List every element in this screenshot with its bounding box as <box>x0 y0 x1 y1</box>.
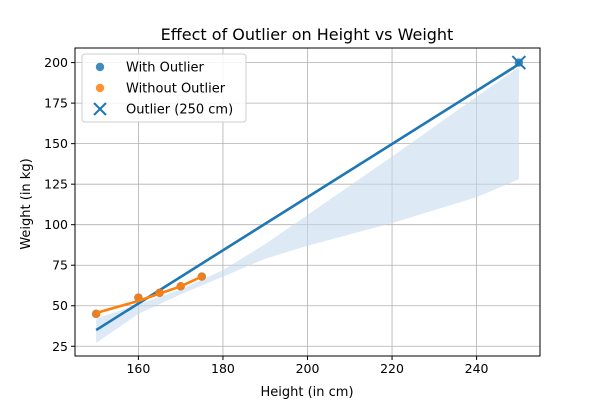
legend-marker <box>95 83 105 93</box>
y-tick-label: 75 <box>52 258 68 273</box>
legend-label: Outlier (250 cm) <box>126 103 233 118</box>
outlier-x-stroke <box>511 55 527 70</box>
x-tick-label: 240 <box>465 361 489 376</box>
legend: With Outlier Without Outlier Outlier (250 … <box>81 53 247 123</box>
x-axis-label: Height (in cm) <box>260 385 353 400</box>
plot-area: 160 180 200 220 240 25 50 75 100 125 150 175 200 With… <box>44 47 541 376</box>
legend-label: Without Outlier <box>126 82 226 97</box>
y-axis-label: Weight (in kg) <box>19 158 34 249</box>
x-tick-label: 200 <box>296 361 320 376</box>
y-tick-label: 200 <box>44 55 68 70</box>
x-tick-label: 160 <box>126 361 150 376</box>
outlier-marker <box>511 55 527 70</box>
x-tick-label: 220 <box>380 361 404 376</box>
legend-label: With Outlier <box>126 61 204 76</box>
y-tick-label: 175 <box>44 96 68 111</box>
regression-line-without-outlier <box>95 275 203 315</box>
legend-marker <box>95 62 105 72</box>
chart-title: Effect of Outlier on Height vs Weight <box>161 25 454 44</box>
confidence-band-with-outlier <box>96 67 519 344</box>
legend-marker-x <box>93 102 107 116</box>
x-tick-label: 180 <box>211 361 235 376</box>
y-tick-label: 125 <box>44 177 68 192</box>
y-tick-label: 50 <box>52 298 68 313</box>
y-tick-label: 100 <box>44 217 68 232</box>
y-tick-label: 25 <box>52 339 68 354</box>
legend-box <box>81 53 247 123</box>
y-tick-label: 150 <box>44 136 68 151</box>
regression-line-with-outlier <box>95 63 520 332</box>
